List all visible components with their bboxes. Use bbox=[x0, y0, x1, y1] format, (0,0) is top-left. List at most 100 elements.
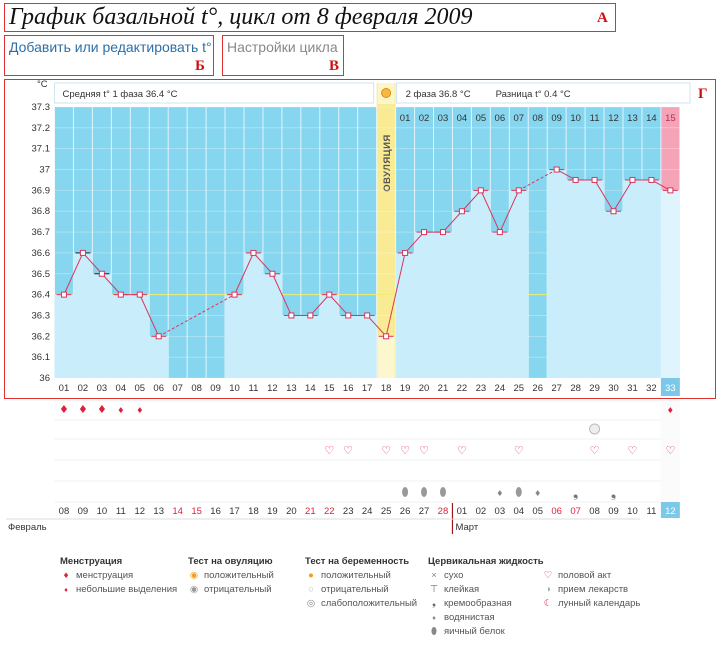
temp-bar bbox=[338, 315, 358, 378]
legend-fluid-title: Цервикальная жидкость bbox=[428, 556, 544, 567]
date-label: 06 bbox=[551, 506, 562, 517]
date-label: 02 bbox=[476, 506, 487, 517]
page-title: График базальной t°, цикл от 8 февраля 2… bbox=[9, 4, 473, 30]
temp-point bbox=[648, 176, 655, 183]
grey-sun-icon: ◉ bbox=[189, 584, 199, 595]
date-label: 26 bbox=[400, 506, 411, 517]
temp-point bbox=[496, 229, 503, 236]
luteal-day-label: 13 bbox=[627, 113, 638, 124]
date-label: 10 bbox=[627, 506, 638, 517]
temp-bar bbox=[547, 169, 567, 378]
temp-line-segment bbox=[234, 252, 254, 295]
heart-icon: ♡ bbox=[665, 444, 675, 457]
temp-line-segment bbox=[613, 179, 633, 212]
y-tick-label: 36.8 bbox=[32, 206, 51, 217]
date-label: 24 bbox=[362, 506, 373, 517]
temp-point bbox=[458, 208, 465, 215]
temp-point bbox=[515, 187, 522, 194]
legend-menstruation-title: Менструация bbox=[60, 556, 123, 567]
watery-icon: ♦ bbox=[432, 615, 436, 622]
sun-icon: ◉ bbox=[189, 570, 199, 581]
current-day-column bbox=[660, 401, 680, 502]
y-tick-label: 36.4 bbox=[32, 290, 51, 301]
temp-bar bbox=[452, 211, 472, 378]
drop-icon: ♦ bbox=[64, 587, 68, 594]
y-tick-label: 36.3 bbox=[32, 310, 51, 321]
legend-menstruation-heavy: ♦ менструация bbox=[60, 570, 134, 581]
temp-bar bbox=[149, 336, 169, 378]
date-label: 09 bbox=[608, 506, 619, 517]
temp-line-segment bbox=[556, 169, 576, 181]
cycle-day-label: 25 bbox=[513, 383, 524, 394]
temp-point bbox=[307, 312, 314, 319]
temp-line-segment bbox=[82, 252, 103, 275]
temp-point bbox=[60, 291, 67, 298]
add-temperature-link[interactable]: Добавить или редактировать t° bbox=[9, 39, 212, 55]
legend-intercourse: ♡ половой акт bbox=[543, 570, 612, 581]
heart-icon: ♡ bbox=[514, 444, 524, 457]
y-tick-label: 36.9 bbox=[32, 185, 51, 196]
y-tick-label: 37.2 bbox=[32, 123, 51, 134]
cycle-day-label: 04 bbox=[116, 383, 127, 394]
temp-point bbox=[288, 312, 295, 319]
temp-bar bbox=[490, 232, 510, 378]
temp-line-segment bbox=[366, 315, 387, 337]
temp-point bbox=[117, 291, 124, 298]
legend-pregnancy-weak: ◎ слабоположительный bbox=[306, 598, 418, 609]
y-tick-label: 36.7 bbox=[32, 227, 51, 238]
legend-fluid-creamy: ❟ кремообразная bbox=[428, 598, 512, 609]
drops-icon: ♦ bbox=[59, 403, 69, 416]
creamy-icon: ❟ bbox=[432, 598, 436, 609]
temp-point bbox=[326, 291, 333, 298]
temp-bar bbox=[73, 252, 93, 378]
cycle-day-label: 20 bbox=[419, 383, 430, 394]
cycle-settings-link[interactable]: Настройки цикла bbox=[227, 39, 338, 55]
temp-point bbox=[269, 270, 276, 277]
temp-line-segment bbox=[385, 252, 406, 337]
legend: Менструация ♦ менструация ♦ небольшие выде… bbox=[55, 552, 715, 662]
temp-bar bbox=[54, 294, 74, 378]
cycle-day-label: 24 bbox=[495, 383, 506, 394]
luteal-day-label: 08 bbox=[532, 113, 543, 124]
luteal-day-label: 14 bbox=[646, 113, 657, 124]
luteal-day-label: 07 bbox=[513, 113, 524, 124]
cycle-settings-box: Настройки цикла В bbox=[222, 35, 344, 76]
temp-line-segment bbox=[594, 179, 614, 212]
temp-bar bbox=[471, 190, 491, 378]
heart-icon: ♡ bbox=[543, 570, 553, 581]
date-label: 05 bbox=[532, 506, 543, 517]
month-label: Март bbox=[455, 522, 478, 533]
temp-bar bbox=[111, 294, 131, 378]
luteal-day-label: 03 bbox=[438, 113, 449, 124]
cycle-day-label: 33 bbox=[665, 383, 676, 394]
cycle-day-label: 32 bbox=[646, 383, 657, 394]
heart-icon: ♡ bbox=[457, 444, 467, 457]
heart-icon: ♡ bbox=[381, 444, 391, 457]
temp-line-segment bbox=[461, 190, 482, 212]
temp-bar bbox=[509, 190, 529, 378]
drops-icon: ♦ bbox=[78, 403, 88, 416]
temp-line-segment bbox=[101, 273, 122, 295]
heart-icon: ♡ bbox=[400, 444, 410, 457]
label-a: А bbox=[597, 10, 608, 26]
cycle-day-label: 09 bbox=[210, 383, 221, 394]
date-label: 18 bbox=[248, 506, 259, 517]
temp-bar bbox=[623, 179, 642, 378]
temp-difference: Разница t° 0.4 °C bbox=[496, 89, 571, 100]
cycle-day-label: 29 bbox=[589, 383, 600, 394]
cycle-day-label: 18 bbox=[381, 383, 392, 394]
temp-bar bbox=[377, 336, 395, 378]
y-tick-label: 37 bbox=[39, 165, 50, 176]
creamy-icon: ❟ bbox=[573, 485, 579, 501]
temp-bar bbox=[281, 315, 301, 378]
luteal-day-label: 11 bbox=[590, 113, 600, 124]
temp-line-segment bbox=[499, 190, 520, 233]
phase1-header bbox=[54, 82, 375, 104]
temp-point bbox=[250, 249, 257, 256]
label-v: В bbox=[329, 58, 340, 74]
temp-bar bbox=[357, 315, 377, 378]
cycle-day-label: 21 bbox=[438, 383, 449, 394]
cycle-day-label: 10 bbox=[229, 383, 240, 394]
cycle-day-label: 02 bbox=[78, 383, 89, 394]
drop-icon: ♦ bbox=[117, 406, 124, 415]
